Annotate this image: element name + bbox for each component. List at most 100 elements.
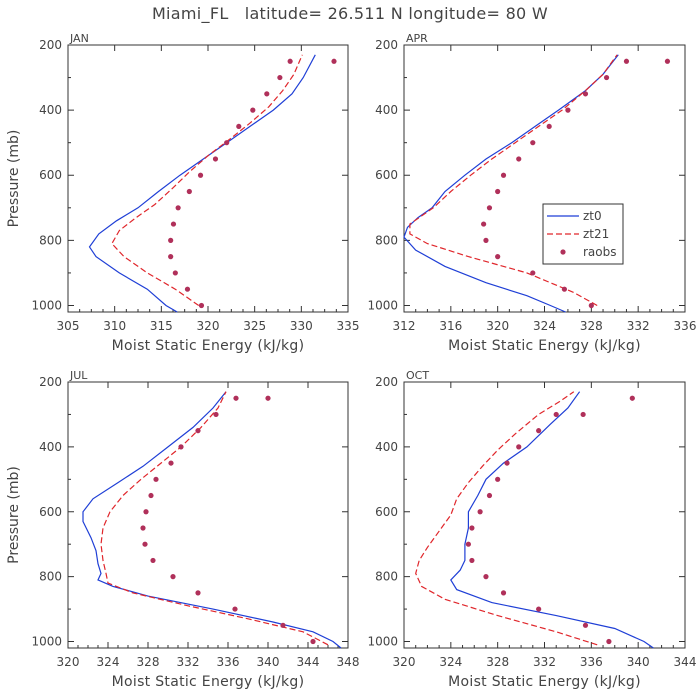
raobs-point: [168, 460, 174, 466]
raobs-point: [170, 221, 177, 227]
raobs-point: [170, 574, 176, 580]
y-tick-label: 400: [375, 103, 398, 117]
raobs-point: [530, 140, 536, 146]
x-tick-label: 335: [337, 319, 360, 333]
x-tick-label: 310: [103, 319, 126, 333]
x-tick-label: 332: [627, 319, 650, 333]
raobs-point: [250, 107, 256, 113]
raobs-point: [565, 107, 571, 113]
raobs-point: [331, 58, 337, 64]
raobs-point: [504, 460, 510, 466]
x-axis-label: Moist Static Energy (kJ/kg): [112, 338, 305, 354]
raobs-point: [150, 557, 156, 564]
raobs-point: [469, 525, 475, 531]
y-tick-label: 400: [375, 440, 398, 454]
x-axis-label: Moist Static Energy (kJ/kg): [448, 674, 641, 690]
raobs-point: [536, 606, 542, 612]
panel-apr: 312 316 320 324 328 332 336 200 400 600 800 1000 APR…: [367, 32, 696, 354]
x-tick-label: 340: [257, 655, 280, 669]
raobs-point: [184, 286, 191, 292]
figure-title: Miami_FL latitude= 26.511 N longitude= 8…: [151, 4, 549, 23]
raobs-point: [483, 574, 489, 580]
raobs-point: [469, 557, 475, 564]
panel-label: JAN: [69, 32, 89, 45]
x-tick-label: 305: [57, 319, 80, 333]
raobs-point: [477, 509, 483, 515]
raobs-point: [198, 302, 205, 309]
panel-oct: 320 324 328 332 336 340 344 200 400 600 800 1000 OCT…: [367, 369, 696, 690]
y-tick-label: 600: [39, 168, 62, 182]
y-tick-label: 200: [39, 38, 62, 52]
raobs-point: [195, 590, 201, 596]
raobs-point: [186, 188, 192, 195]
y-tick-label: 800: [39, 233, 62, 247]
raobs-point: [486, 205, 493, 211]
raobs-point: [495, 254, 501, 260]
x-tick-label: 328: [137, 655, 160, 669]
raobs-point: [483, 237, 489, 243]
legend-entry: zt0: [583, 209, 602, 223]
raobs-point: [310, 638, 316, 645]
raobs-point: [500, 590, 507, 596]
panel-label: JUL: [69, 369, 88, 382]
raobs-point: [465, 541, 471, 547]
x-axis-label: Moist Static Energy (kJ/kg): [448, 338, 641, 354]
x-tick-label: 320: [57, 655, 80, 669]
panel-label: APR: [406, 32, 428, 45]
zt21-line: [100, 391, 329, 646]
zt0-line: [450, 391, 654, 649]
raobs-point: [178, 444, 184, 450]
legend-raobs-marker: [560, 249, 566, 255]
y-tick-label: 200: [39, 375, 62, 389]
raobs-point: [481, 221, 487, 227]
raobs-point: [546, 123, 552, 130]
raobs-point: [561, 286, 568, 292]
y-tick-label: 800: [375, 570, 398, 584]
x-tick-label: 316: [439, 319, 462, 333]
raobs-point: [603, 74, 610, 81]
raobs-point: [212, 156, 219, 162]
raobs-point: [582, 622, 589, 628]
raobs-point: [153, 476, 159, 482]
raobs-point: [629, 395, 635, 401]
x-tick-label: 312: [393, 319, 416, 333]
y-tick-label: 800: [375, 233, 398, 247]
y-tick-label: 1000: [367, 298, 398, 312]
plot-frame: [403, 44, 686, 313]
x-axis-label: Moist Static Energy (kJ/kg): [112, 674, 305, 690]
x-tick-label: 340: [627, 655, 650, 669]
x-tick-label: 332: [177, 655, 200, 669]
y-tick-label: 1000: [31, 298, 62, 312]
x-tick-label: 320: [197, 319, 220, 333]
raobs-point: [606, 638, 612, 645]
x-tick-label: 344: [297, 655, 320, 669]
zt0-line: [403, 54, 619, 313]
raobs-point: [172, 270, 178, 276]
x-tick-label: 336: [217, 655, 240, 669]
x-tick-label: 315: [150, 319, 173, 333]
raobs-point: [168, 254, 174, 260]
raobs-point: [265, 395, 271, 401]
raobs-point: [664, 58, 671, 64]
raobs-point: [142, 541, 148, 547]
legend: zt0 zt21 raobs: [542, 203, 624, 265]
y-axis-label: Pressure (mb): [6, 466, 22, 564]
x-tick-label: 332: [533, 655, 556, 669]
raobs-point: [582, 91, 589, 97]
raobs-point: [553, 411, 559, 418]
zt21-line: [409, 54, 618, 307]
y-tick-label: 1000: [367, 635, 398, 649]
raobs-point: [168, 237, 174, 243]
x-tick-label: 324: [533, 319, 556, 333]
y-tick-label: 600: [375, 505, 398, 519]
y-tick-label: 400: [39, 440, 62, 454]
raobs-point: [536, 428, 542, 434]
raobs-point: [143, 509, 149, 515]
legend-entry: zt21: [583, 227, 609, 241]
raobs-point: [287, 58, 293, 64]
panel-jul: 320 324 328 332 336 340 344 348 200 400 600 800 1000…: [6, 369, 359, 690]
panel-label: OCT: [406, 369, 429, 382]
x-tick-label: 344: [674, 655, 697, 669]
raobs-point: [197, 172, 204, 178]
y-tick-label: 800: [39, 570, 62, 584]
